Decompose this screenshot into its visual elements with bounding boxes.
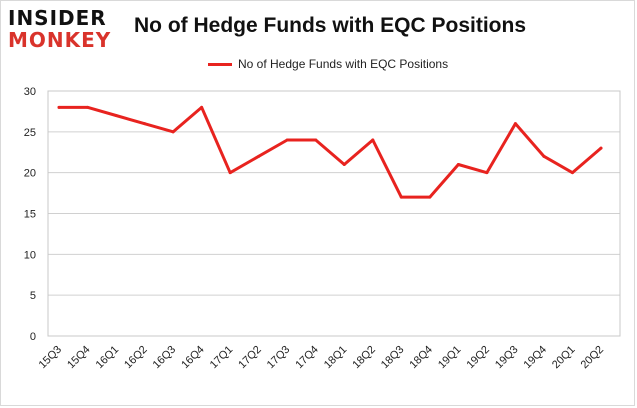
- plot-area: [47, 90, 621, 337]
- x-tick-label: 15Q3: [37, 344, 65, 372]
- data-point: [114, 114, 118, 117]
- y-tick-label: 25: [24, 127, 36, 139]
- data-point: [86, 105, 90, 109]
- y-tick-label: 0: [30, 331, 36, 343]
- data-point: [456, 163, 460, 166]
- data-point: [228, 171, 232, 175]
- legend-swatch: [208, 62, 232, 66]
- x-tick-label: 16Q4: [179, 344, 207, 372]
- data-point: [542, 154, 546, 158]
- y-tick-label: 20: [24, 168, 36, 180]
- data-point: [399, 195, 403, 199]
- x-tick-label: 18Q2: [350, 344, 378, 372]
- x-tick-label: 16Q2: [122, 344, 150, 372]
- y-tick-label: 30: [24, 86, 36, 98]
- series-line: [57, 105, 603, 199]
- logo-line-1: INSIDER: [8, 6, 107, 30]
- data-point: [143, 122, 147, 126]
- y-tick-label: 15: [24, 209, 36, 221]
- chart-title: No of Hedge Funds with EQC Positions: [134, 14, 526, 37]
- x-tick-label: 15Q4: [65, 344, 93, 372]
- x-tick-label: 18Q1: [322, 344, 350, 372]
- data-point: [428, 195, 432, 199]
- x-tick-label: 18Q4: [407, 344, 435, 372]
- data-point: [200, 105, 204, 109]
- data-point: [285, 138, 289, 142]
- data-point: [257, 154, 261, 158]
- data-point: [342, 163, 346, 166]
- chart-legend: No of Hedge Funds with EQC Positions: [208, 56, 448, 72]
- x-tick-label: 19Q2: [464, 344, 492, 372]
- data-point: [171, 130, 175, 134]
- x-tick-label: 20Q1: [550, 344, 578, 372]
- x-tick-label: 17Q3: [265, 344, 293, 372]
- data-point: [570, 171, 574, 175]
- legend-label: No of Hedge Funds with EQC Positions: [238, 57, 449, 71]
- y-tick-label: 10: [24, 249, 36, 261]
- x-tick-label: 20Q2: [579, 344, 607, 372]
- x-tick-label: 16Q1: [94, 344, 122, 372]
- data-point: [513, 122, 517, 126]
- y-tick-label: 5: [30, 290, 36, 302]
- x-tick-label: 16Q3: [151, 344, 179, 372]
- x-tick-label: 19Q1: [436, 344, 464, 372]
- data-point: [485, 171, 489, 175]
- x-tick-label: 19Q4: [522, 344, 550, 372]
- x-tick-label: 18Q3: [379, 344, 407, 372]
- data-point: [314, 138, 318, 142]
- data-point: [371, 138, 375, 142]
- x-tick-label: 19Q3: [493, 344, 521, 372]
- x-tick-label: 17Q4: [293, 344, 321, 372]
- insider-monkey-logo: INSIDER MONKEY: [8, 6, 120, 52]
- data-point: [599, 146, 603, 150]
- x-tick-label: 17Q2: [236, 344, 264, 372]
- data-point: [57, 105, 61, 109]
- logo-line-2: MONKEY: [8, 28, 112, 52]
- x-tick-label: 17Q1: [208, 344, 236, 372]
